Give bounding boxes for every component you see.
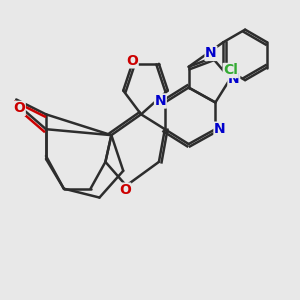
Text: N: N	[154, 94, 166, 108]
Text: N: N	[205, 46, 217, 60]
Text: O: O	[126, 54, 138, 68]
Text: O: O	[13, 101, 25, 116]
Text: Cl: Cl	[223, 64, 238, 77]
Text: N: N	[228, 72, 240, 86]
Text: N: N	[214, 122, 226, 136]
Text: O: O	[119, 183, 131, 197]
